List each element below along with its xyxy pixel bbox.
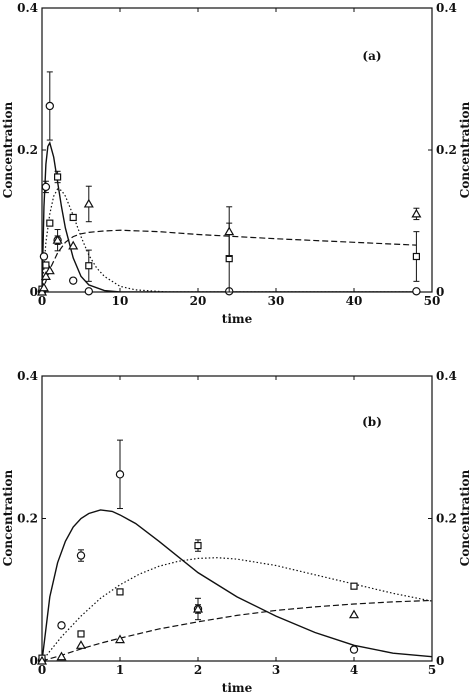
data-point-circle: [45, 101, 55, 111]
x-tick-label: 0: [38, 294, 46, 308]
data-point-square: [116, 588, 124, 596]
y-axis-title-right: Concentration: [458, 102, 472, 199]
series-line-dashed: [42, 229, 417, 292]
model-curves: [42, 509, 432, 661]
y-tick-label-left: 0: [30, 654, 38, 668]
data-point-square: [77, 630, 85, 638]
x-tick-label: 0: [38, 663, 46, 677]
x-tick-label: 40: [346, 294, 363, 308]
data-markers: [36, 71, 422, 296]
data-point-square: [350, 582, 358, 590]
y-tick-label-right: 0.4: [436, 369, 457, 383]
data-point-square: [46, 219, 54, 227]
data-point-triangle: [36, 655, 48, 665]
data-point-triangle: [411, 208, 422, 218]
y-tick-label-left: 0: [30, 285, 38, 299]
chart-panel-a: 0 10 20 30 40 5000.20.400.20.4timeConcentrati…: [1, 1, 472, 326]
series-line-solid: [42, 509, 432, 661]
y-tick-label-left: 0.2: [17, 512, 38, 526]
y-axis-title-left: Concentration: [1, 470, 15, 567]
data-point-triangle: [68, 240, 79, 250]
data-point-circle: [57, 621, 66, 630]
x-tick-label: 2: [194, 663, 202, 677]
series-line-dotted: [42, 557, 432, 661]
data-point-triangle: [83, 198, 94, 208]
y-tick-label-right: 0.2: [436, 143, 457, 157]
x-tick-label: 50: [424, 294, 441, 308]
x-tick-label: 3: [272, 663, 280, 677]
data-point-square: [85, 262, 93, 270]
y-tick-label-right: 0.4: [436, 1, 457, 15]
data-point-square: [412, 252, 420, 261]
data-point-circle: [41, 182, 51, 192]
data-point-triangle: [348, 609, 360, 619]
y-axis-title-right: Concentration: [458, 470, 472, 567]
data-point-triangle: [224, 226, 235, 236]
data-point-circle: [115, 470, 125, 479]
series-line-dotted: [42, 188, 417, 292]
y-tick-label-right: 0.2: [436, 512, 457, 526]
panel-label: (a): [362, 49, 381, 63]
data-point-circle: [349, 645, 359, 654]
data-point-triangle: [52, 234, 63, 244]
y-axis-title-left: Concentration: [1, 102, 15, 199]
data-point-triangle: [38, 282, 49, 292]
data-point-triangle: [56, 651, 67, 661]
panel-label: (b): [362, 415, 382, 429]
x-tick-label: 30: [268, 294, 285, 308]
data-markers: [36, 439, 360, 665]
data-point-circle: [39, 252, 49, 261]
x-axis-title: time: [222, 681, 253, 695]
x-tick-label: 4: [350, 663, 358, 677]
model-curves: [42, 141, 417, 292]
data-point-square: [194, 541, 202, 550]
data-point-triangle: [192, 603, 204, 613]
data-point-square: [53, 173, 62, 181]
data-point-triangle: [114, 634, 126, 644]
data-point-square: [42, 261, 50, 269]
data-point-circle: [412, 287, 421, 296]
x-tick-label: 1: [116, 663, 124, 677]
data-point-circle: [76, 551, 86, 560]
x-axis-title: time: [222, 312, 253, 326]
y-tick-label-left: 0.4: [17, 1, 38, 15]
y-tick-label-right: 0: [436, 654, 444, 668]
data-point-square: [69, 213, 77, 222]
series-line-solid: [42, 141, 417, 292]
x-tick-label: 5: [428, 663, 436, 677]
series-line-dashed: [42, 599, 432, 661]
data-point-circle: [68, 276, 78, 285]
data-point-circle: [84, 287, 94, 296]
y-tick-label-left: 0.2: [17, 143, 38, 157]
data-point-triangle: [75, 640, 87, 649]
y-tick-label-left: 0.4: [17, 369, 38, 383]
y-tick-label-right: 0: [436, 285, 444, 299]
x-tick-label: 10: [112, 294, 129, 308]
data-point-triangle: [40, 271, 51, 280]
x-tick-label: 20: [190, 294, 207, 308]
data-point-triangle: [44, 265, 55, 275]
data-point-triangle: [36, 286, 48, 296]
